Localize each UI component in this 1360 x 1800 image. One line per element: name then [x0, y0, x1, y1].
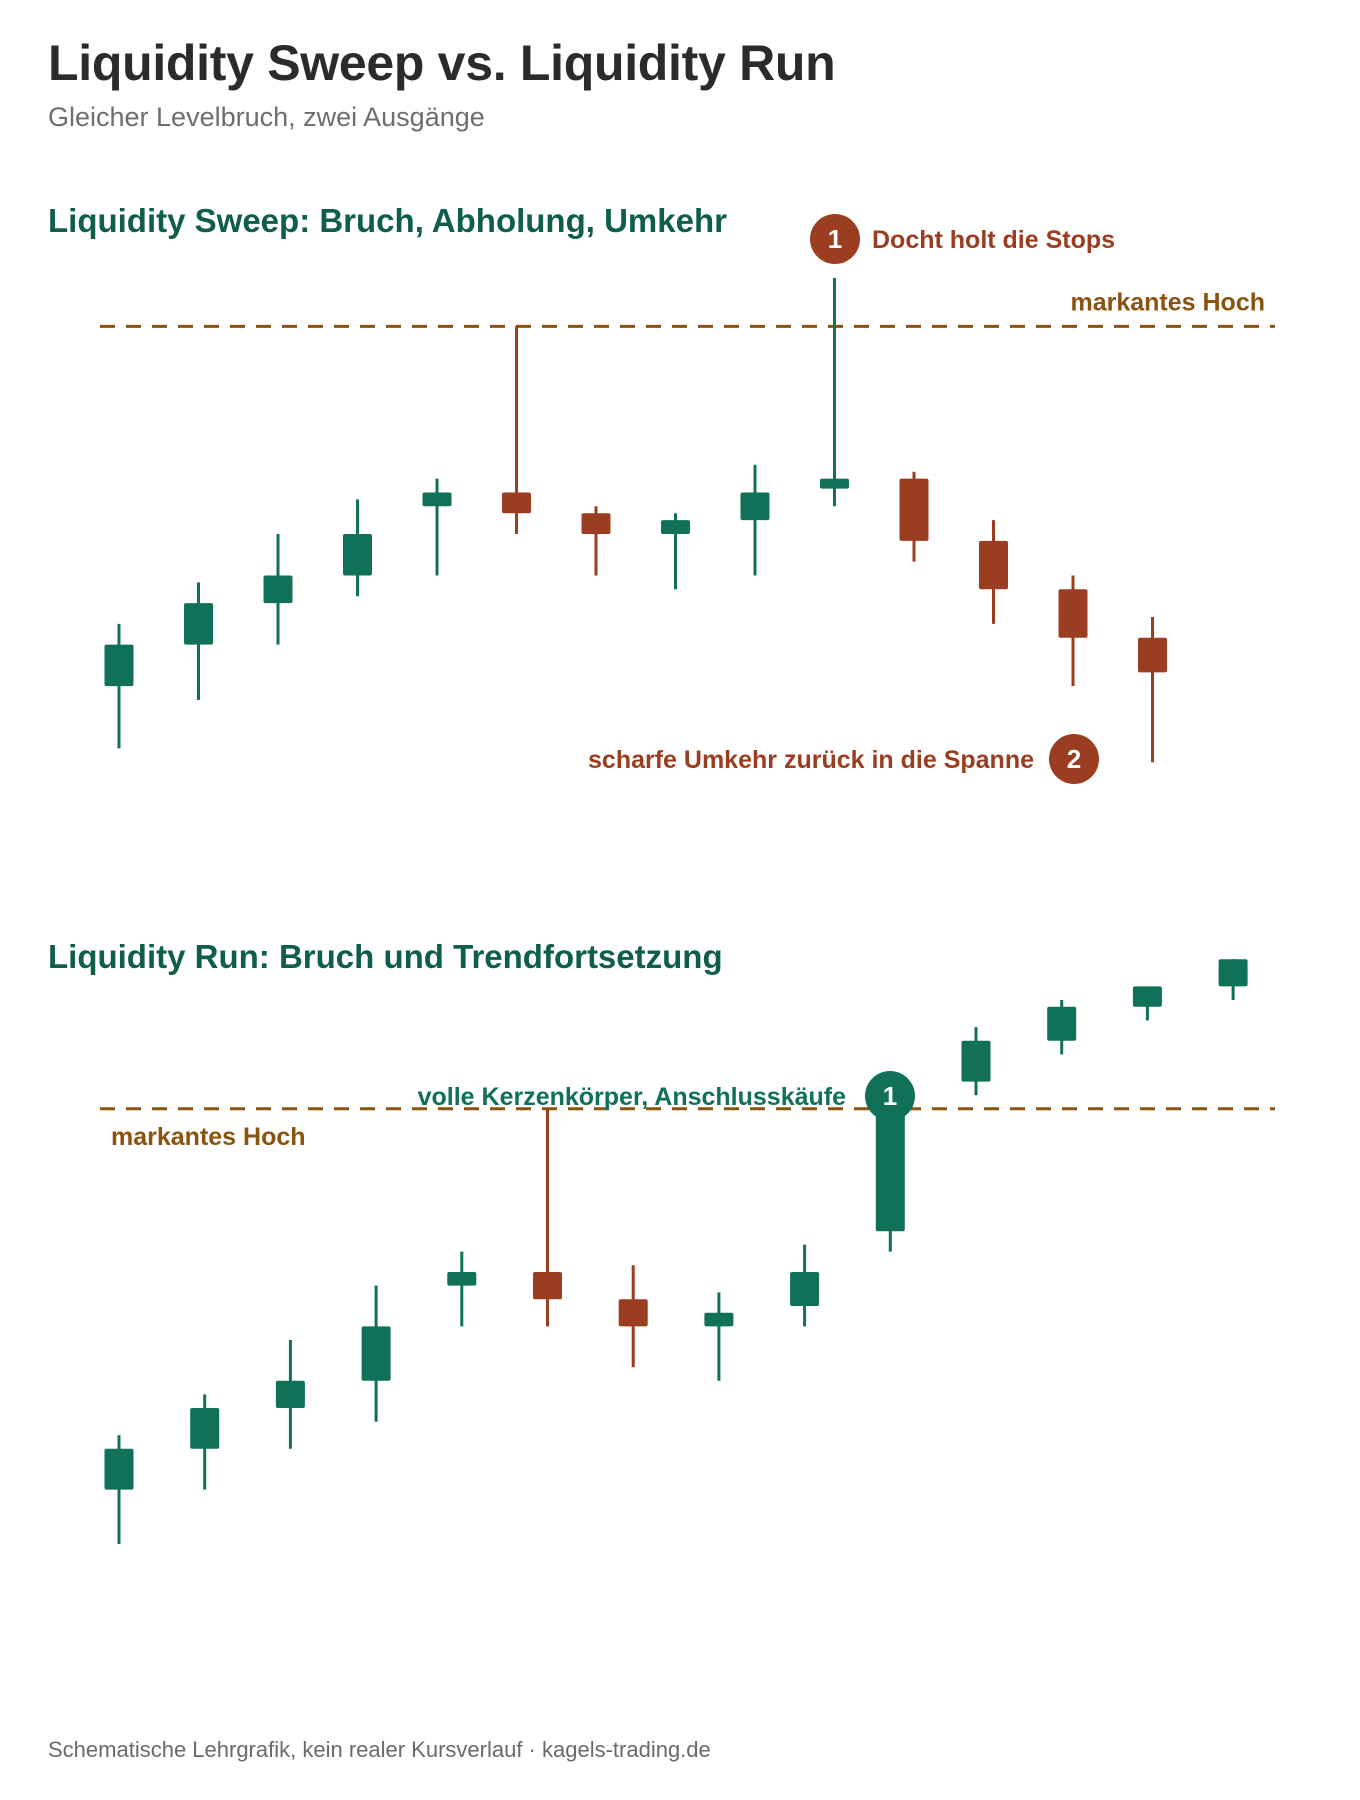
candle-body	[581, 513, 611, 534]
candle-body	[422, 492, 452, 507]
annotation-badge	[810, 214, 860, 264]
sweep-chart-title: Liquidity Sweep: Bruch, Abholung, Umkehr	[48, 202, 727, 239]
page-title: Liquidity Sweep vs. Liquidity Run	[48, 35, 836, 91]
sweep-candle	[899, 471, 929, 562]
sweep-candles	[104, 278, 1167, 763]
annotation-text: scharfe Umkehr zurück in die Spanne	[588, 746, 1034, 774]
sweep-annotation-2: 2 scharfe Umkehr zurück in die Spanne	[588, 734, 1099, 784]
sweep-level-label: markantes Hoch	[1070, 288, 1265, 316]
sweep-candle	[820, 278, 849, 507]
candle-body	[899, 478, 929, 541]
candle-body	[820, 478, 849, 489]
candle-body	[104, 644, 134, 687]
sweep-annotations: 1 Docht holt die Stops 2 scharfe Umkehr zur…	[588, 214, 1115, 784]
sweep-candle	[422, 478, 452, 576]
sweep-candle	[184, 582, 213, 700]
page-subtitle: Gleicher Levelbruch, zwei Ausgänge	[48, 102, 485, 132]
sweep-level-group: markantes Hoch	[100, 288, 1275, 328]
sweep-candle	[343, 499, 372, 597]
annotation-badge-number: 2	[1067, 744, 1081, 774]
candle-body	[661, 520, 690, 534]
candle-body	[740, 492, 770, 521]
annotation-badge	[1049, 734, 1099, 784]
candle-body	[502, 492, 531, 514]
sweep-candle	[979, 520, 1008, 624]
sweep-candle	[263, 533, 293, 645]
candle-body	[1058, 589, 1088, 638]
sweep-candle	[1058, 575, 1088, 687]
annotation-badge-number: 1	[828, 224, 842, 254]
sweep-candle	[104, 623, 134, 749]
candle-body	[263, 575, 293, 604]
sweep-candle	[740, 464, 770, 576]
candle-body	[184, 603, 213, 645]
sweep-candle	[1138, 616, 1167, 763]
sweep-annotation-1: 1 Docht holt die Stops	[810, 214, 1115, 264]
candle-body	[979, 540, 1008, 590]
candle-body	[343, 533, 372, 576]
candle-body	[1138, 637, 1167, 673]
annotation-text: Docht holt die Stops	[872, 226, 1115, 254]
sweep-candle	[581, 506, 611, 576]
footer-credit: Schematische Lehrgrafik, kein realer Kur…	[48, 1737, 711, 1762]
sweep-candle	[502, 326, 531, 534]
sweep-candle	[661, 513, 690, 590]
